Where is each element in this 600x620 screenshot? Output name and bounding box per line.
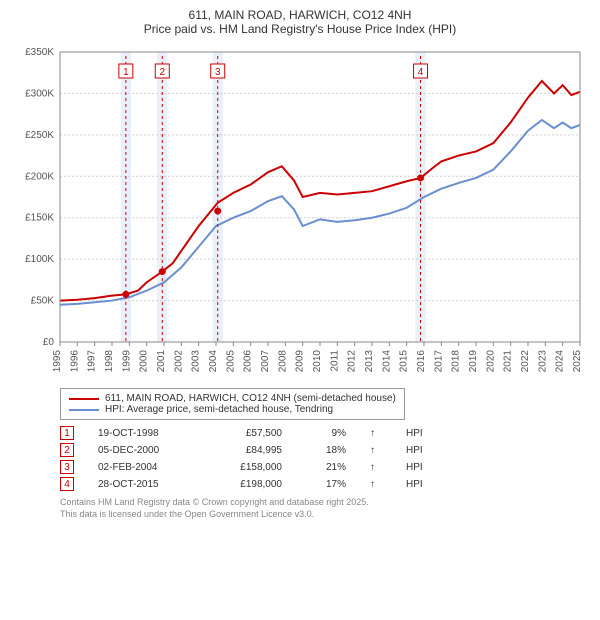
svg-text:2022: 2022 [520,350,531,373]
transaction-marker: 4 [60,477,74,491]
title-line1: 611, MAIN ROAD, HARWICH, CO12 4NH [10,8,590,22]
transaction-row: 2 05-DEC-2000 £84,995 18% ↑ HPI [60,443,590,457]
svg-text:£0: £0 [43,337,55,348]
transaction-marker: 1 [60,426,74,440]
chart-svg: £0 £50K £100K £150K £200K £250K £300K £350K 1995… [10,42,590,382]
svg-text:£250K: £250K [25,130,54,141]
transaction-price: £57,500 [212,428,282,439]
footer-line1: Contains HM Land Registry data © Crown c… [60,497,590,509]
legend-swatch [69,409,99,411]
svg-text:£50K: £50K [31,296,55,307]
transaction-hpi-label: HPI [406,462,423,473]
svg-text:2004: 2004 [208,350,219,373]
svg-text:2000: 2000 [139,350,150,373]
footer: Contains HM Land Registry data © Crown c… [60,497,590,520]
legend-label: HPI: Average price, semi-detached house,… [105,404,333,415]
svg-text:2011: 2011 [329,350,340,372]
svg-text:1996: 1996 [69,350,80,373]
svg-text:2016: 2016 [416,350,427,373]
svg-text:2020: 2020 [485,350,496,373]
arrow-up-icon: ↑ [370,428,382,439]
legend-row: HPI: Average price, semi-detached house,… [69,404,396,415]
transaction-marker: 3 [60,460,74,474]
transaction-date: 28-OCT-2015 [98,479,188,490]
title-block: 611, MAIN ROAD, HARWICH, CO12 4NH Price … [10,8,590,36]
svg-text:1997: 1997 [87,350,98,373]
transactions-table: 1 19-OCT-1998 £57,500 9% ↑ HPI 2 05-DEC-2000 £84… [60,426,590,491]
svg-text:£350K: £350K [25,47,54,58]
legend-swatch [69,398,99,400]
transaction-hpi-label: HPI [406,445,423,456]
transaction-date: 19-OCT-1998 [98,428,188,439]
svg-text:2003: 2003 [191,350,202,373]
svg-text:2013: 2013 [364,350,375,373]
svg-text:2017: 2017 [433,350,444,373]
legend-label: 611, MAIN ROAD, HARWICH, CO12 4NH (semi-… [105,393,396,404]
transaction-date: 02-FEB-2004 [98,462,188,473]
chart: £0 £50K £100K £150K £200K £250K £300K £350K 1995… [10,42,590,382]
transaction-row: 4 28-OCT-2015 £198,000 17% ↑ HPI [60,477,590,491]
svg-text:2008: 2008 [277,350,288,373]
svg-text:2024: 2024 [555,350,566,373]
transaction-price: £158,000 [212,462,282,473]
transaction-pct: 18% [306,445,346,456]
svg-text:2012: 2012 [347,350,358,373]
svg-text:3: 3 [215,67,221,78]
svg-text:4: 4 [418,67,424,78]
svg-text:2015: 2015 [399,350,410,373]
legend-row: 611, MAIN ROAD, HARWICH, CO12 4NH (semi-… [69,393,396,404]
transaction-pct: 9% [306,428,346,439]
svg-text:2: 2 [159,67,165,78]
svg-text:1999: 1999 [121,350,132,373]
svg-text:2010: 2010 [312,350,323,373]
transaction-row: 3 02-FEB-2004 £158,000 21% ↑ HPI [60,460,590,474]
transaction-price: £198,000 [212,479,282,490]
svg-text:2021: 2021 [503,350,514,373]
svg-text:£150K: £150K [25,213,54,224]
arrow-up-icon: ↑ [370,445,382,456]
svg-text:2006: 2006 [243,350,254,373]
legend: 611, MAIN ROAD, HARWICH, CO12 4NH (semi-… [60,388,405,420]
transaction-date: 05-DEC-2000 [98,445,188,456]
transaction-hpi-label: HPI [406,479,423,490]
svg-text:2014: 2014 [381,350,392,373]
svg-text:2007: 2007 [260,350,271,373]
svg-text:£100K: £100K [25,254,54,265]
svg-text:2001: 2001 [156,350,167,373]
svg-text:2005: 2005 [225,350,236,373]
svg-text:£200K: £200K [25,171,54,182]
svg-text:£300K: £300K [25,88,54,99]
transaction-row: 1 19-OCT-1998 £57,500 9% ↑ HPI [60,426,590,440]
arrow-up-icon: ↑ [370,479,382,490]
footer-line2: This data is licensed under the Open Gov… [60,509,590,521]
svg-text:2023: 2023 [537,350,548,373]
svg-text:2009: 2009 [295,350,306,373]
transaction-pct: 21% [306,462,346,473]
svg-text:1998: 1998 [104,350,115,373]
chart-container: 611, MAIN ROAD, HARWICH, CO12 4NH Price … [0,0,600,530]
svg-text:1: 1 [123,67,129,78]
transaction-marker: 2 [60,443,74,457]
svg-text:2025: 2025 [572,350,583,373]
transaction-price: £84,995 [212,445,282,456]
transaction-hpi-label: HPI [406,428,423,439]
svg-text:2019: 2019 [468,350,479,373]
svg-text:2002: 2002 [173,350,184,373]
transaction-pct: 17% [306,479,346,490]
svg-text:2018: 2018 [451,350,462,373]
svg-text:1995: 1995 [52,350,63,373]
title-line2: Price paid vs. HM Land Registry's House … [10,22,590,36]
arrow-up-icon: ↑ [370,462,382,473]
